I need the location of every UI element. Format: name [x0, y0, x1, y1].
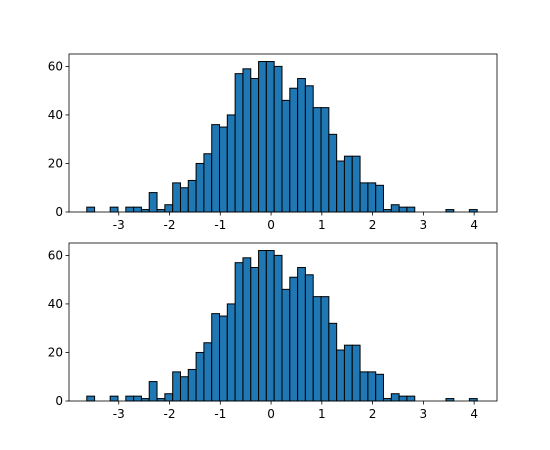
- x-tick-label: 4: [470, 407, 478, 421]
- x-tick-label: -2: [164, 407, 176, 421]
- bar: [367, 371, 377, 402]
- bar: [219, 315, 228, 402]
- x-tick-label: -1: [214, 218, 226, 232]
- bar: [359, 182, 369, 213]
- bar: [234, 73, 244, 213]
- x-tick-label: 1: [318, 218, 326, 232]
- x-tick-label: 2: [369, 218, 377, 232]
- y-tick-label: 20: [48, 345, 63, 359]
- bar: [195, 162, 205, 213]
- bar: [125, 395, 135, 402]
- bar: [242, 257, 252, 402]
- bar: [320, 296, 330, 402]
- bar: [179, 376, 189, 402]
- bar: [312, 296, 322, 402]
- bar: [258, 250, 267, 402]
- bar: [336, 160, 345, 213]
- bar: [203, 342, 213, 402]
- bar: [219, 126, 228, 213]
- axes-frame: [68, 242, 498, 402]
- y-tick-label: 0: [55, 394, 63, 408]
- x-tick-label: -3: [113, 218, 125, 232]
- bar: [289, 276, 299, 402]
- bar: [195, 351, 205, 402]
- bar: [406, 206, 416, 213]
- bar: [304, 85, 314, 213]
- bar: [164, 204, 174, 213]
- bar: [289, 87, 299, 213]
- y-tick-label: 40: [48, 297, 63, 311]
- x-tick-label: -1: [214, 407, 226, 421]
- bar: [234, 262, 244, 402]
- bar: [86, 206, 96, 213]
- bar: [172, 371, 181, 402]
- bar: [375, 373, 384, 402]
- bar: [109, 206, 119, 213]
- bar: [125, 206, 135, 213]
- bar: [304, 274, 314, 402]
- bar: [250, 267, 260, 402]
- bar: [172, 182, 181, 213]
- bar: [211, 124, 221, 213]
- bar: [312, 107, 322, 213]
- x-tick-label: 3: [420, 218, 428, 232]
- bar: [179, 187, 189, 213]
- bar: [133, 206, 142, 213]
- axes-frame: [68, 53, 498, 213]
- x-tick-label: 4: [470, 218, 478, 232]
- x-tick-label: 0: [267, 218, 275, 232]
- bar: [148, 192, 158, 213]
- bar: [375, 184, 384, 213]
- y-tick-label: 20: [48, 156, 63, 170]
- bar: [297, 267, 306, 402]
- bar: [390, 393, 400, 402]
- bar: [211, 313, 221, 402]
- bar: [406, 395, 416, 402]
- y-tick-label: 0: [55, 205, 63, 219]
- bar: [250, 78, 260, 213]
- bar: [258, 61, 267, 213]
- bar: [281, 288, 291, 402]
- x-tick-label: -2: [164, 218, 176, 232]
- bar: [343, 344, 353, 402]
- bar: [390, 204, 400, 213]
- bar: [359, 371, 369, 402]
- x-tick-label: 1: [318, 407, 326, 421]
- bar: [187, 368, 197, 402]
- y-tick-label: 60: [48, 248, 63, 262]
- bar: [242, 68, 252, 213]
- bar: [297, 78, 306, 213]
- bar: [343, 155, 353, 213]
- bar: [328, 133, 338, 213]
- bar: [336, 349, 345, 402]
- x-tick-label: 0: [267, 407, 275, 421]
- bar: [226, 114, 236, 213]
- x-tick-label: 3: [420, 407, 428, 421]
- bar: [367, 182, 377, 213]
- x-tick-label: 2: [369, 407, 377, 421]
- bar: [273, 65, 283, 213]
- bar: [351, 155, 361, 213]
- bar: [133, 395, 142, 402]
- bar: [164, 393, 174, 402]
- bar: [328, 322, 338, 402]
- bar: [148, 381, 158, 402]
- bar: [351, 344, 361, 402]
- bar: [187, 179, 197, 213]
- bar: [398, 206, 408, 213]
- y-tick-label: 40: [48, 108, 63, 122]
- bar: [203, 153, 213, 213]
- bar: [398, 395, 408, 402]
- x-tick-label: -3: [113, 407, 125, 421]
- y-tick-label: 60: [48, 59, 63, 73]
- bar: [281, 99, 291, 213]
- bar: [265, 61, 275, 213]
- bar: [86, 395, 96, 402]
- bar: [273, 254, 283, 402]
- bar: [226, 303, 236, 402]
- bar: [265, 250, 275, 402]
- bar: [109, 395, 119, 402]
- bar: [320, 107, 330, 213]
